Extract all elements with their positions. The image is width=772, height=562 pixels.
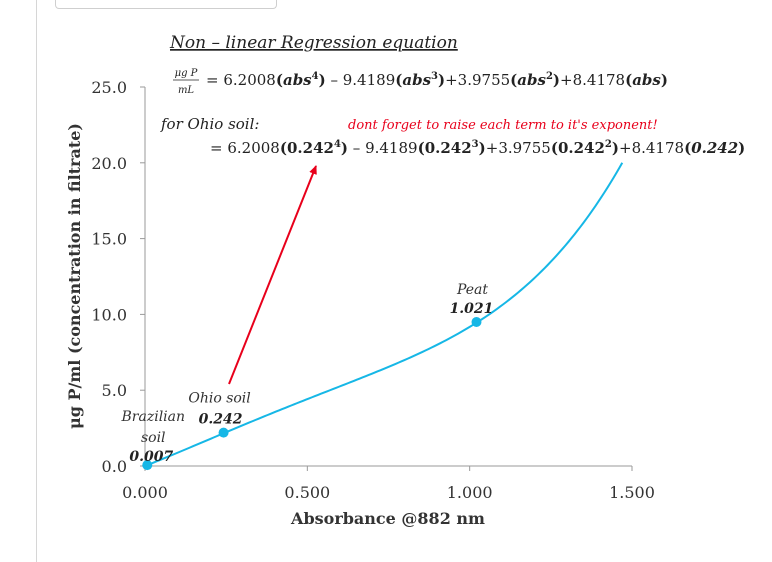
y-tick-label: 20.0 (91, 154, 127, 173)
regression-equation: μg P mL = 6.2008(abs4) – 9.4189(abs3)+3.… (173, 68, 668, 96)
y-ticks: 0.0 5.0 10.0 15.0 20.0 25.0 (91, 78, 145, 476)
x-tick-label: 1.500 (609, 483, 655, 502)
data-point (471, 316, 482, 327)
y-axis-title: μg P/ml (concentration in filtrate) (65, 123, 84, 429)
chart-title: Non – linear Regression equation (169, 33, 458, 53)
y-tick-label: 0.0 (102, 457, 127, 476)
eq-line-2: = 6.2008(0.2424) – 9.4189(0.2423)+3.9755… (210, 139, 745, 157)
y-tick-label: 25.0 (91, 78, 127, 97)
frame-border (36, 0, 37, 562)
point-name-label: Peat (456, 282, 488, 298)
point-name-label: soil (141, 430, 166, 446)
top-input-box[interactable] (55, 0, 277, 9)
x-tick-label: 0.500 (284, 483, 330, 502)
x-tick-label: 1.000 (447, 483, 493, 502)
y-tick-label: 5.0 (102, 381, 127, 400)
y-tick-label: 15.0 (91, 230, 127, 249)
point-value-label: 0.007 (129, 449, 173, 465)
point-name-label: Brazilian (121, 409, 186, 425)
point-value-label: 1.021 (450, 301, 494, 317)
x-tick-label: 0.000 (122, 483, 168, 502)
point-labels: Brazilian soil 0.007 Ohio soil 0.242 Peat 1.02… (121, 282, 494, 465)
data-points (142, 316, 482, 471)
eq-line-1: = 6.2008(abs4) – 9.4189(abs3)+3.9755(abs… (206, 71, 668, 89)
pointer-arrow (228, 165, 317, 385)
point-value-label: 0.242 (199, 412, 243, 428)
x-ticks: 0.000 0.500 1.000 1.500 (122, 466, 655, 502)
data-point (218, 427, 229, 438)
eq-lhs-denominator: mL (178, 85, 194, 96)
data-point (142, 460, 153, 471)
point-name-label: Ohio soil (188, 391, 250, 407)
ohio-equation-label: for Ohio soil: (160, 115, 259, 133)
exponent-note: dont forget to raise each term to it's e… (348, 118, 658, 133)
y-tick-label: 10.0 (91, 305, 127, 324)
x-axis-title: Absorbance @882 nm (290, 509, 485, 528)
eq-lhs-numerator: μg P (175, 68, 198, 79)
